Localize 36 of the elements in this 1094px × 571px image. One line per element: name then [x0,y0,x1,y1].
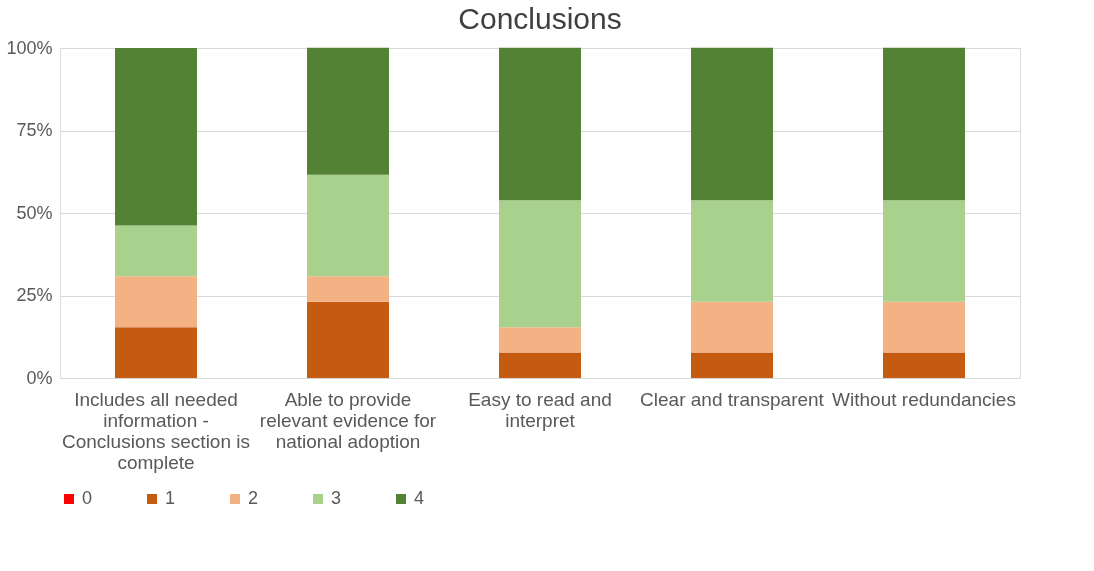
bar [691,301,773,353]
bar [499,352,581,378]
bar [307,276,389,302]
y-tick-label: 25% [16,285,53,305]
x-tick-label: Easy to read and interpret [468,388,612,431]
bar [307,301,389,378]
y-tick-label: 100% [6,37,53,58]
x-tick-label: Able to provide relevant evidence for national adoption [259,388,437,452]
bar [883,200,965,302]
bar [499,327,581,353]
bar [307,47,389,175]
legend-label: 4 [414,488,425,508]
x-tick-label: Includes all needed information - Conclusions section is complete [62,388,250,473]
bar [883,301,965,353]
bar [691,200,773,302]
bar [691,352,773,378]
bar [499,47,581,201]
x-tick-label: Clear and transparent [640,388,825,410]
bar [883,352,965,378]
bar [883,47,965,201]
legend-label: 3 [331,488,342,508]
bar [115,327,197,378]
bar [115,225,197,277]
y-tick-label: 0% [26,367,53,388]
y-tick-label: 50% [16,202,53,223]
legend-label: 0 [82,488,93,508]
bar [307,174,389,277]
bar [115,276,197,328]
chart-title: Conclusions [458,2,622,35]
legend-label: 1 [165,488,176,508]
legend-label: 2 [248,488,259,508]
bar [691,47,773,201]
x-tick-label: Without redundancies [832,388,1016,410]
bar [499,200,581,328]
bar [115,48,197,226]
y-tick-label: 75% [16,120,53,140]
